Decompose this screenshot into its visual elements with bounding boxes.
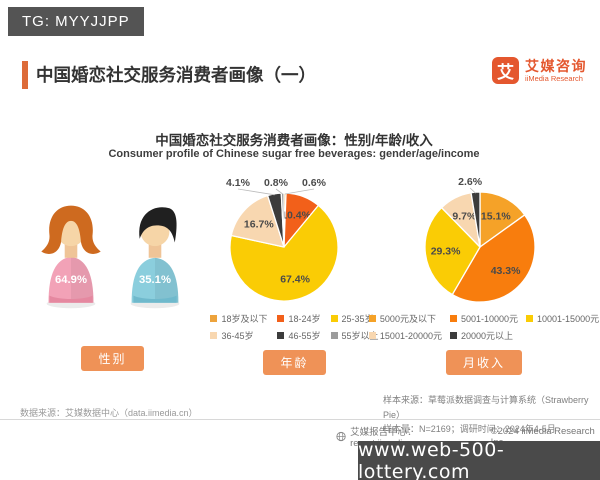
legend-label: 15001-20000元 — [379, 331, 442, 341]
logo-name-en: iiMedia Research — [525, 73, 583, 83]
chart-title: 中国婚恋社交服务消费者画像：性别/年龄/收入 — [155, 133, 433, 148]
legend-label: 5001-10000元 — [460, 314, 519, 324]
pie-value-label: 29.3% — [431, 246, 461, 258]
pie-slice-5000元及以下 — [479, 191, 526, 248]
title-accent-bar — [22, 61, 28, 89]
pie-slice-25-35岁 — [229, 204, 339, 302]
legend-label: 5000元及以下 — [379, 314, 436, 324]
legend-swatch-icon — [526, 315, 534, 322]
legend-label: 18-24岁 — [288, 314, 321, 324]
chart-subtitle: Consumer profile of Chinese sugar free b… — [108, 148, 480, 160]
pie-leader-line — [275, 188, 283, 195]
legend-item: 15001-20000元 — [368, 329, 442, 342]
legend-item: 10001-15000元 — [526, 312, 599, 325]
legend-label: 20000元以上 — [460, 331, 514, 341]
legend-swatch-icon — [449, 315, 457, 322]
age-pie-chart: 10.4% 67.4% 16.7% 4.1% 0.8% 0.6% — [226, 177, 339, 302]
legend-item: 20000元以上 — [449, 329, 518, 342]
sample-notes: 样本来源：草莓派数据调查与计算系统（Strawberry Pie） 样本量：N=… — [383, 393, 600, 437]
pie-leader-line — [237, 188, 275, 196]
legend-swatch-icon — [210, 315, 218, 322]
pie-value-label: 67.4% — [280, 274, 310, 286]
pie-leader-line — [469, 187, 476, 194]
legend-swatch-icon — [368, 332, 376, 339]
logo-text: 艾媒咨询 iiMedia Research — [525, 57, 587, 83]
pie-slice-20000元以上 — [470, 191, 481, 248]
legend-swatch-icon — [277, 315, 285, 322]
legend-label: 55岁以上 — [341, 331, 379, 341]
legend-swatch-icon — [210, 332, 218, 339]
telegram-banner[interactable]: TG: MYYJJPP — [8, 7, 144, 36]
legend-label: 46-55岁 — [288, 331, 321, 341]
legend-item: 18岁及以下 — [210, 312, 267, 325]
female-figure-icon: 64.9% — [40, 205, 101, 309]
sample-size-note: 样本量：N=2169；调研时间：2024年4-5月 — [383, 424, 556, 434]
iimedia-logo-icon: 艾 — [492, 57, 519, 84]
legend-swatch-icon — [449, 332, 457, 339]
pie-slice-10001-15000元 — [424, 206, 481, 296]
income-pie-chart: 15.1% 43.3% 29.3% 9.7% 2.6% — [424, 176, 536, 303]
legend-label: 25-35岁 — [341, 314, 374, 324]
pie-value-label: 15.1% — [481, 211, 511, 223]
legend-swatch-icon — [330, 332, 338, 339]
page-title: 中国婚恋社交服务消费者画像（一） — [36, 65, 316, 85]
pie-value-label: 43.3% — [491, 265, 521, 277]
pie-value-label: 4.1% — [226, 177, 251, 189]
gender-tag: 性别 — [81, 346, 144, 371]
pie-value-label: 0.6% — [302, 177, 327, 189]
watermark-link[interactable]: www.web-500-lottery.com — [358, 439, 600, 480]
age-tag: 年龄 — [263, 350, 326, 375]
female-percent-label: 64.9% — [55, 274, 87, 286]
pie-value-label: 0.8% — [264, 177, 289, 189]
legend-label: 36-45岁 — [221, 331, 254, 341]
pie-value-label: 10.4% — [281, 210, 311, 222]
pie-slice-36-45岁 — [230, 194, 285, 248]
male-percent-label: 35.1% — [139, 274, 171, 286]
iimedia-logo: 艾 艾媒咨询 iiMedia Research — [492, 57, 587, 84]
legend-swatch-icon — [368, 315, 376, 322]
logo-name-cn: 艾媒咨询 — [525, 57, 587, 74]
gender-panel: 64.9% 35.1% 性别 — [20, 190, 205, 371]
legend-item: 5000元及以下 — [368, 312, 442, 325]
pie-slice-5001-10000元 — [451, 214, 536, 303]
pie-value-label: 9.7% — [452, 211, 477, 223]
legend-item: 46-55岁 — [277, 329, 321, 342]
footer-divider — [0, 419, 600, 420]
legend-item: 5001-10000元 — [449, 312, 519, 325]
pie-value-label: 2.6% — [458, 176, 483, 188]
legend-item: 55岁以上 — [330, 329, 379, 342]
sample-source-note: 样本来源：草莓派数据调查与计算系统（Strawberry Pie） — [383, 395, 589, 420]
income-tag: 月收入 — [445, 350, 522, 375]
gender-figures: 64.9% 35.1% — [35, 202, 191, 310]
male-figure-icon: 35.1% — [130, 207, 179, 309]
pie-leader-line — [284, 188, 315, 195]
income-panel: 15.1% 43.3% 29.3% 9.7% 2.6% 5000元及以下 5001-100… — [368, 176, 599, 375]
income-legend: 5000元及以下 5001-10000元 10001-15000元 15001-200… — [368, 312, 599, 342]
age-legend: 18岁及以下 18-24岁 25-35岁 36-45岁 46-55岁 55岁以上 — [210, 312, 379, 342]
age-panel: 10.4% 67.4% 16.7% 4.1% 0.8% 0.6% 18岁及以下 18-24岁… — [192, 176, 397, 375]
globe-icon — [336, 431, 346, 442]
data-source-note: 数据来源：艾媒数据中心（data.iimedia.cn） — [20, 408, 198, 418]
legend-swatch-icon — [277, 332, 285, 339]
pie-value-label: 16.7% — [244, 219, 274, 231]
legend-label: 10001-15000元 — [537, 314, 600, 324]
legend-item: 18-24岁 — [277, 312, 321, 325]
legend-item: 25-35岁 — [330, 312, 379, 325]
legend-label: 18岁及以下 — [221, 314, 268, 324]
legend-swatch-icon — [330, 315, 338, 322]
legend-item: 36-45岁 — [210, 329, 267, 342]
